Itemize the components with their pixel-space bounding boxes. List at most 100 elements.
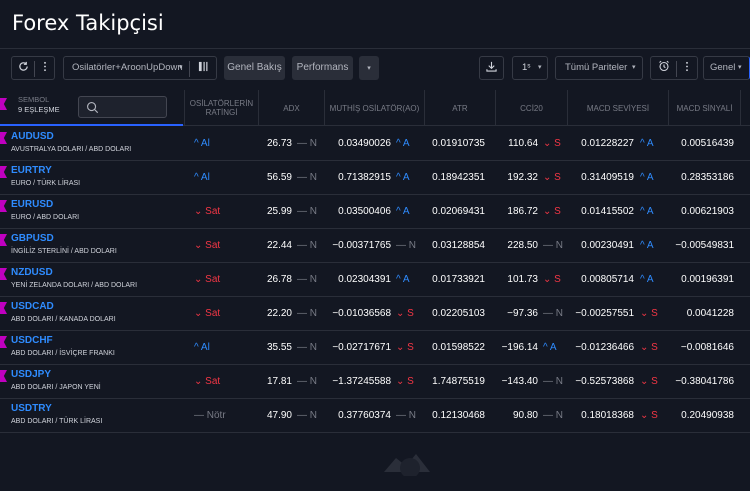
macd-signal-value: 0.00196391 [681,274,734,285]
adx-value: 22.20 [266,308,292,319]
column-set-selector[interactable]: Osilatörler+AroonUpDown ▾ [63,56,217,80]
tab-performance[interactable]: Performans [292,56,353,80]
chevron-down-icon: ▾ [538,64,542,71]
symbol-ticker[interactable]: USDCHF [11,335,53,346]
toolbar: Osilatörler+AroonUpDown ▾ Genel Bakış Pe… [0,56,750,86]
macd-level-value: 0.01415502 [581,206,634,217]
flag-icon[interactable] [0,302,7,314]
table-row[interactable]: USDJPY ABD DOLARI / JAPON YENİ ⌄ Sat 17.81 —… [0,365,750,399]
ao-value: 0.03500406 [338,206,391,217]
macd-level-signal: ⌄ S [640,342,658,353]
symbol-description: YENİ ZELANDA DOLARI / ABD DOLARI [11,282,138,289]
symbol-ticker[interactable]: USDTRY [11,403,52,414]
refresh-group [11,56,55,80]
cci-value: 101.73 [507,274,538,285]
search-icon [87,102,99,114]
atr-value: 0.01910735 [432,138,485,149]
flag-icon[interactable] [0,166,7,178]
macd-level-value: 0.18018368 [581,410,634,421]
tab-overview[interactable]: Genel Bakış [224,56,285,80]
column-header-atr[interactable]: ATR [424,90,495,126]
flag-icon[interactable] [0,336,7,348]
adx-value: 35.55 [266,342,292,353]
column-settings-icon[interactable] [192,57,214,79]
cci-signal: ⌄ S [543,138,561,149]
more-tabs-button[interactable]: ▾ [359,56,379,80]
cci-value: 90.80 [512,410,538,421]
interval-selector[interactable]: 1ˢ ▾ [512,56,548,80]
ao-value: −1.37245588 [332,376,391,387]
macd-signal-value: −0.38041786 [675,376,734,387]
oscillator-rating: — Nötr [194,410,226,421]
refresh-icon[interactable] [12,57,34,79]
ao-signal: ^ A [396,172,410,183]
column-header-ao[interactable]: MUTHİŞ OSİLATÖR(AO) [324,90,424,126]
chevron-down-icon: ▾ [738,64,742,71]
cci-signal: ⌄ S [543,172,561,183]
symbol-ticker[interactable]: USDCAD [11,301,54,312]
oscillator-rating: ⌄ Sat [194,274,221,285]
column-header-macd-level[interactable]: MACD SEVİYESİ [567,90,668,126]
cci-signal: — N [543,410,563,421]
ao-signal: ⌄ S [396,376,414,387]
vertical-dots-icon[interactable] [35,57,55,79]
adx-signal: — N [297,308,317,319]
symbol-ticker[interactable]: EURTRY [11,165,52,176]
table-row[interactable]: USDCAD ABD DOLARI / KANADA DOLARI ⌄ Sat 22.… [0,297,750,331]
adx-value: 25.99 [266,206,292,217]
ao-value: 0.03490026 [338,138,391,149]
atr-value: 0.12130468 [432,410,485,421]
ao-value: 0.02304391 [338,274,391,285]
adx-value: 17.81 [266,376,292,387]
chevron-down-icon: ▾ [632,64,636,71]
column-header-adx[interactable]: ADX [258,90,324,126]
flag-icon[interactable] [0,234,7,246]
symbol-ticker[interactable]: EURUSD [11,199,54,210]
vertical-dots-icon[interactable] [677,57,697,79]
toolbar-separator [189,61,190,77]
macd-signal-value: −0.00549831 [675,240,734,251]
flag-icon[interactable] [0,98,7,110]
alarm-clock-icon[interactable] [651,57,676,79]
flag-icon[interactable] [0,370,7,382]
page-title: Forex Takipçisi [12,11,164,35]
symbol-ticker[interactable]: GBPUSD [11,233,54,244]
symbol-ticker[interactable]: NZDUSD [11,267,53,278]
table-row[interactable]: EURTRY EURO / TÜRK LİRASI ^ Al 56.59 — N 0.71… [0,161,750,195]
table-row[interactable]: EURUSD EURO / ABD DOLARI ⌄ Sat 25.99 — N 0.03… [0,195,750,229]
cci-signal: — N [543,240,563,251]
macd-level-signal: ^ A [640,206,654,217]
macd-signal-value: 0.20490938 [681,410,734,421]
layout-selector[interactable]: Genel ▾ [703,56,750,80]
symbol-ticker[interactable]: USDJPY [11,369,52,380]
export-button[interactable] [479,56,504,80]
table-row[interactable]: USDTRY ABD DOLARI / TÜRK LİRASI — Nötr 47.9… [0,399,750,433]
table-row[interactable]: AUDUSD AVUSTRALYA DOLARI / ABD DOLARI ^ Al… [0,127,750,161]
oscillator-rating: ⌄ Sat [194,206,221,217]
flag-icon[interactable] [0,268,7,280]
column-header-cci20[interactable]: CCİ20 [495,90,567,126]
flag-icon[interactable] [0,132,7,144]
cci-value: −143.40 [501,376,538,387]
atr-value: 0.02205103 [432,308,485,319]
cci-signal: ⌄ S [543,206,561,217]
layout-label: Genel [710,62,736,73]
column-header-macd-signal[interactable]: MACD SİNYALİ [668,90,740,126]
pairs-filter[interactable]: Tümü Pariteler ▾ [555,56,643,80]
oscillator-rating: ⌄ Sat [194,376,221,387]
cci-value: 110.64 [508,138,538,149]
column-header-oscillator-rating[interactable]: OSİLATÖRLERİN RATİNGİ [184,90,258,126]
macd-level-value: 0.01228227 [581,138,634,149]
ao-signal: ^ A [396,206,410,217]
table-row[interactable]: USDCHF ABD DOLARI / İSVİÇRE FRANKI ^ Al 35.… [0,331,750,365]
ao-value: −0.01036568 [332,308,391,319]
toolbar-separator [676,61,677,77]
table-row[interactable]: NZDUSD YENİ ZELANDA DOLARI / ABD DOLARI ⌄ … [0,263,750,297]
table-row[interactable]: GBPUSD İNGİLİZ STERLİNİ / ABD DOLARI ⌄ Sat… [0,229,750,263]
search-input[interactable] [78,96,167,118]
flag-icon[interactable] [0,200,7,212]
symbol-ticker[interactable]: AUDUSD [11,131,54,142]
ao-signal: ^ A [396,138,410,149]
adx-signal: — N [297,342,317,353]
adx-value: 47.90 [266,410,292,421]
